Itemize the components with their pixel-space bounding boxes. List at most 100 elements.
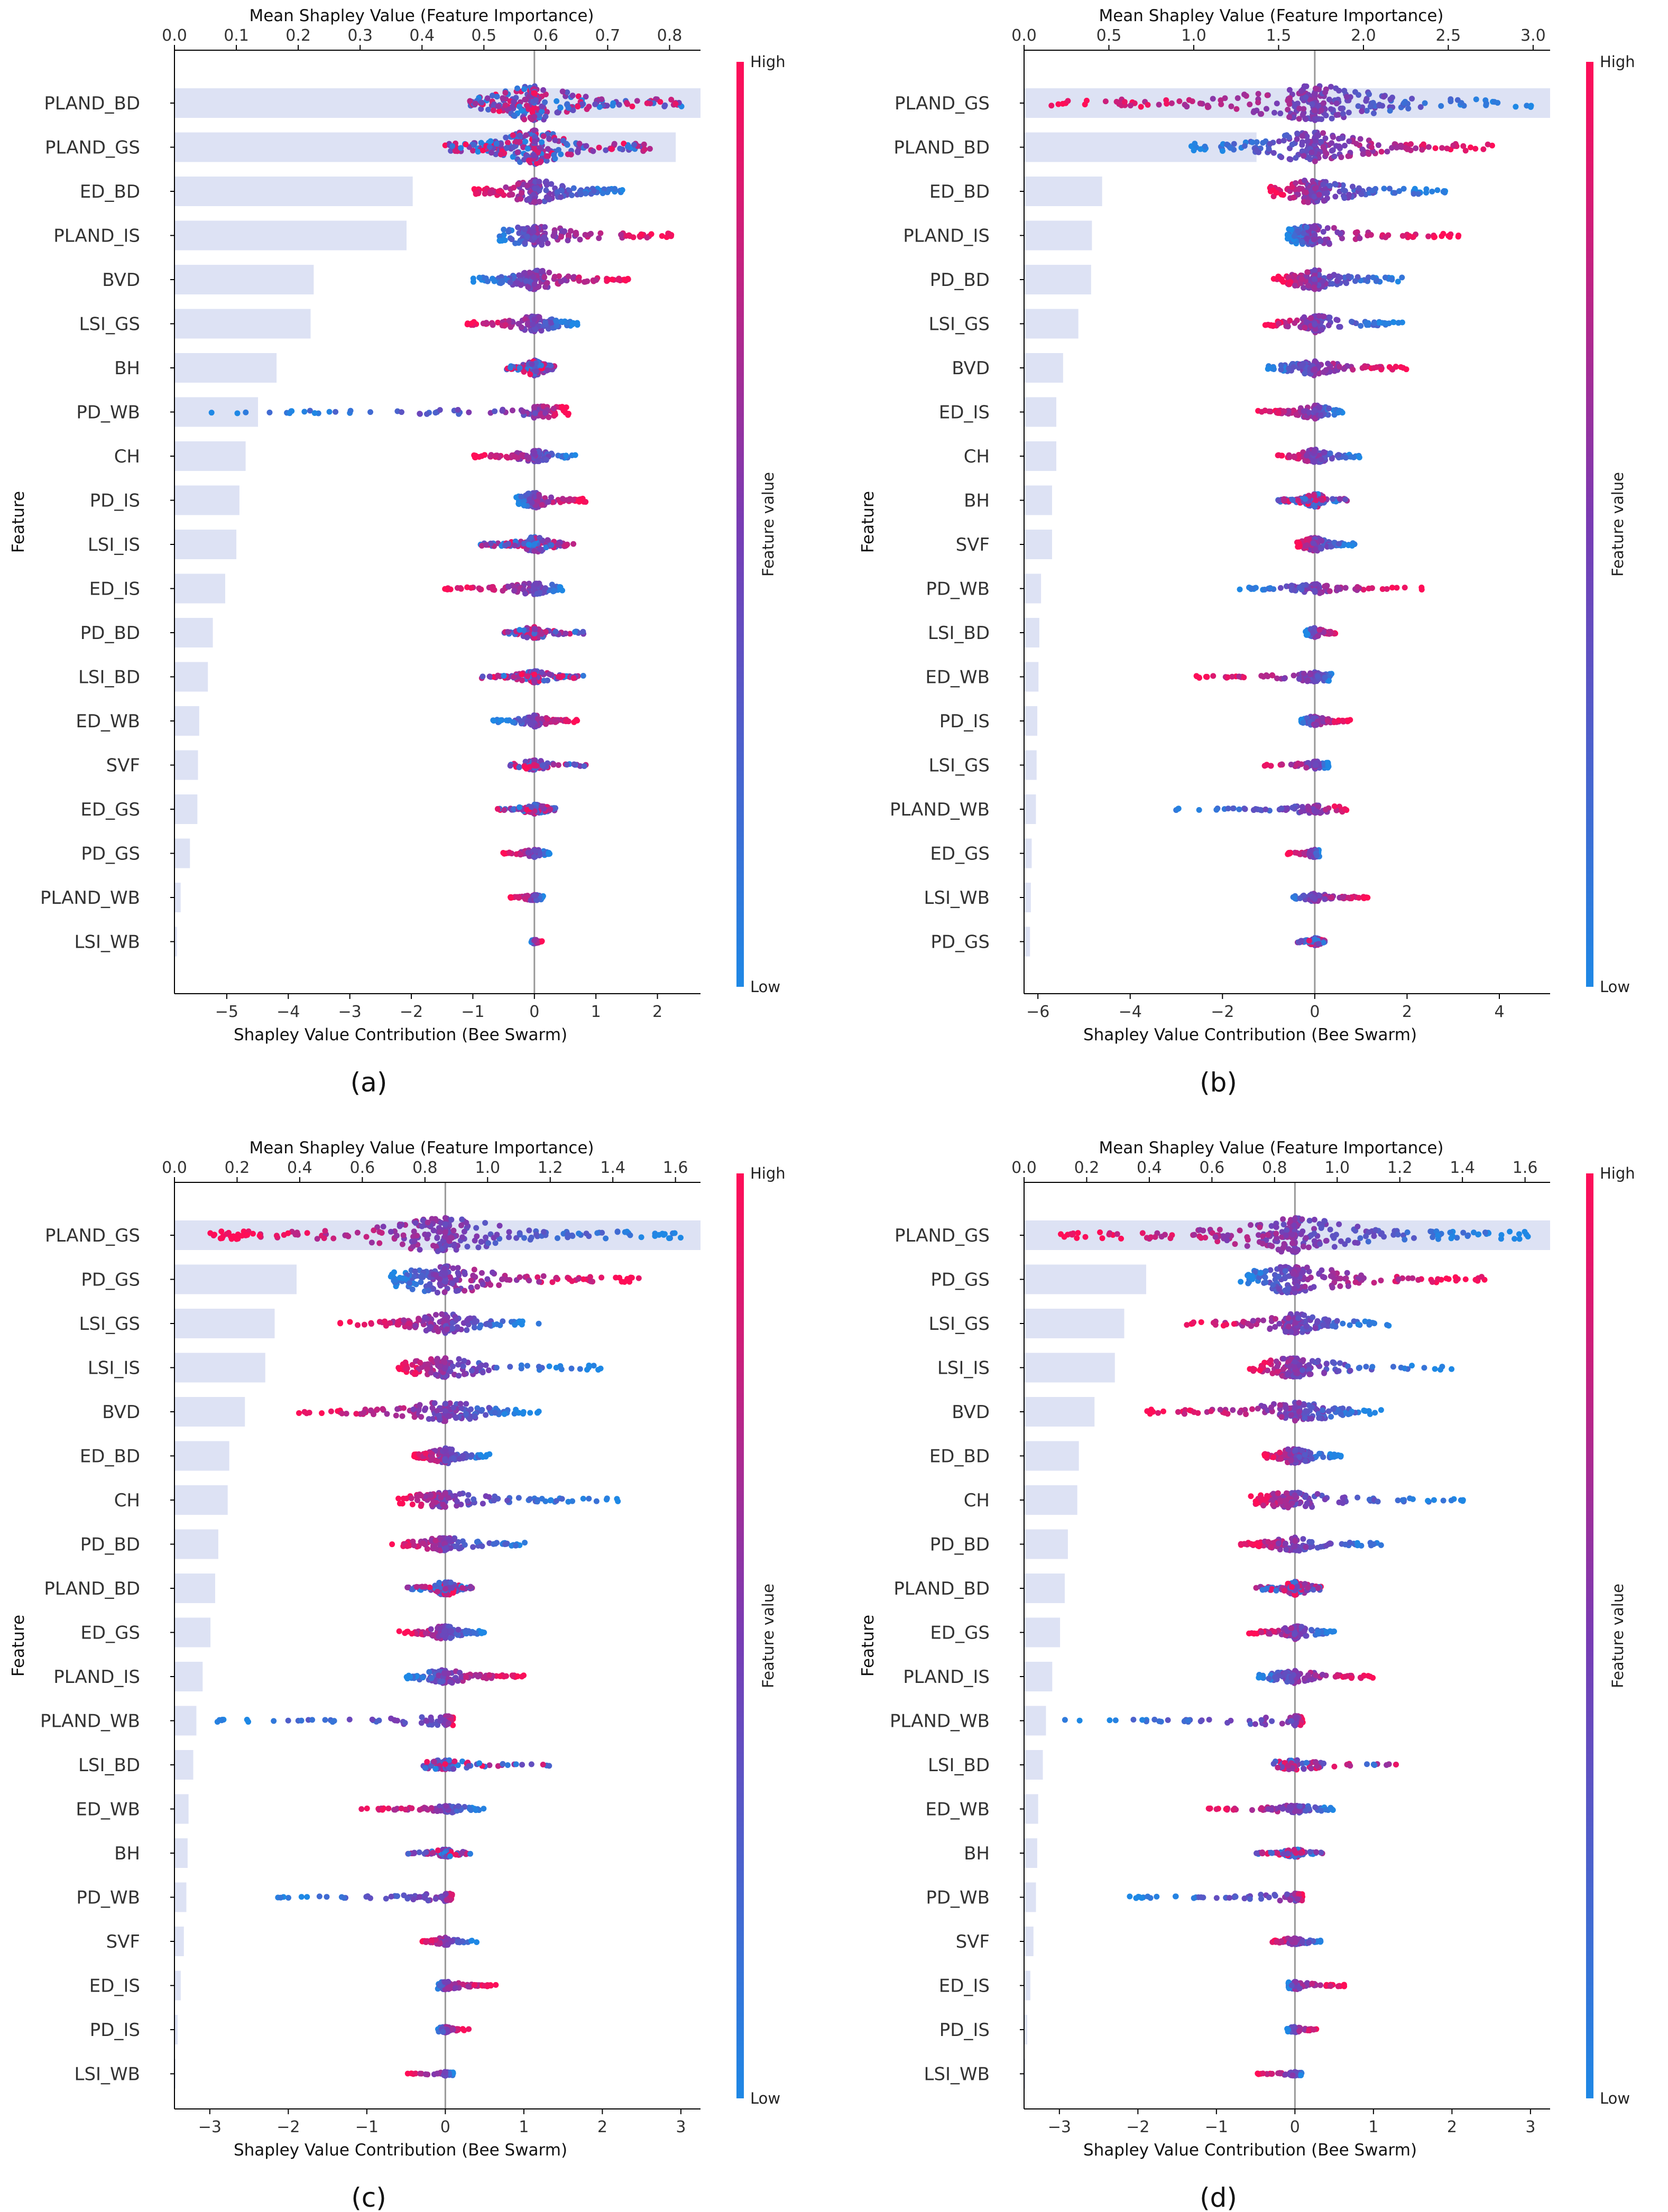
shap-dot: [1065, 98, 1071, 104]
shap-dot: [509, 104, 515, 110]
shap-dot: [603, 147, 609, 153]
shap-dot: [583, 190, 589, 197]
shap-dot: [1254, 139, 1260, 145]
shap-dot: [1336, 143, 1342, 150]
shap-dot: [538, 158, 544, 164]
shap-dot: [551, 152, 557, 158]
shap-dot: [539, 268, 545, 274]
shap-dot: [1320, 144, 1326, 150]
shap-dot: [1241, 674, 1247, 681]
shap-dot: [1339, 135, 1346, 141]
shap-dot: [1348, 453, 1354, 460]
shap-dot: [563, 718, 569, 725]
shap-dot: [1358, 322, 1364, 329]
shap-dot: [1366, 151, 1372, 157]
shap-dot: [557, 105, 564, 111]
shap-dot: [524, 234, 530, 240]
shap-dot: [1303, 83, 1310, 89]
shap-dot: [563, 631, 569, 637]
shap-dot: [1312, 85, 1319, 91]
shap-dot: [570, 107, 576, 114]
shap-dot: [503, 184, 509, 190]
shap-dot: [539, 236, 545, 243]
shap-dot: [1280, 137, 1287, 144]
bottom-tick-label: −5: [215, 1003, 238, 1021]
shap-dot: [1306, 410, 1312, 416]
shap-dot: [500, 95, 506, 101]
shap-dot: [564, 762, 570, 768]
shap-dot: [515, 181, 521, 187]
shap-dot: [1311, 581, 1317, 587]
shap-dot: [1409, 96, 1415, 102]
importance-bar: [174, 485, 239, 515]
shap-dot: [570, 541, 577, 547]
shap-dot: [1304, 133, 1310, 140]
shap-dot: [543, 457, 549, 463]
shap-dot: [1255, 99, 1261, 106]
shap-dot: [287, 410, 293, 417]
shap-dot: [1301, 153, 1307, 159]
shap-dot: [1312, 321, 1318, 328]
shap-dot: [442, 142, 448, 149]
shap-dot: [1370, 110, 1377, 116]
shap-dot: [529, 721, 536, 727]
shap-dot: [437, 407, 443, 413]
shap-dot: [569, 92, 576, 99]
shap-dot: [1307, 97, 1313, 103]
shap-dot: [1288, 762, 1294, 768]
shap-dot: [1236, 673, 1242, 680]
shap-dot: [511, 588, 518, 594]
shap-dot: [449, 143, 456, 149]
importance-bar: [1024, 309, 1079, 339]
shap-dot: [234, 410, 241, 417]
shap-dot: [559, 88, 566, 95]
shap-dot: [626, 232, 632, 238]
shap-dot: [505, 629, 511, 635]
shap-dot: [1299, 148, 1305, 154]
shap-dot: [565, 412, 571, 418]
shap-dot: [517, 718, 523, 724]
bottom-axis-title: Shapley Value Contribution (Bee Swarm): [234, 1025, 567, 1044]
shap-dot: [1326, 96, 1332, 103]
shap-dot: [1294, 136, 1300, 142]
shap-dot: [507, 763, 513, 769]
shap-dot: [551, 717, 558, 724]
shap-dot: [496, 237, 503, 244]
shap-dot: [531, 671, 538, 678]
shap-dot: [1326, 631, 1332, 637]
shap-dot: [624, 144, 631, 150]
shap-dot: [552, 411, 558, 418]
shap-dot: [530, 229, 537, 235]
shap-dot: [504, 140, 511, 146]
shap-dot: [1413, 145, 1419, 152]
shap-dot: [1303, 94, 1309, 100]
shap-dot: [1322, 186, 1329, 192]
shap-dot: [1368, 232, 1374, 238]
shap-dot: [1345, 153, 1351, 159]
shap-dot: [548, 181, 555, 187]
shap-dot: [1328, 543, 1334, 550]
shap-dot: [511, 542, 518, 549]
shap-dot: [1289, 141, 1295, 147]
shap-dot: [514, 85, 520, 91]
importance-bar: [174, 353, 277, 383]
shap-dot: [550, 405, 557, 412]
shap-dot: [540, 403, 547, 410]
shap-dot: [598, 96, 605, 103]
shap-dot: [1268, 322, 1274, 328]
shap-dot: [1296, 105, 1303, 112]
shap-dot: [519, 190, 525, 196]
top-tick-label: 0.6: [533, 26, 558, 45]
shap-dot: [1387, 96, 1394, 103]
shap-dot: [1423, 190, 1430, 196]
importance-bar: [174, 441, 246, 471]
shap-dot: [545, 499, 551, 505]
shap-dot: [542, 113, 549, 119]
shap-dot: [1322, 135, 1329, 142]
shap-dot: [484, 278, 491, 284]
shap-dot: [590, 148, 596, 154]
shap-dot: [1425, 233, 1432, 239]
shap-dot: [531, 679, 538, 686]
shap-dot: [604, 103, 610, 109]
shap-dot: [596, 144, 602, 151]
